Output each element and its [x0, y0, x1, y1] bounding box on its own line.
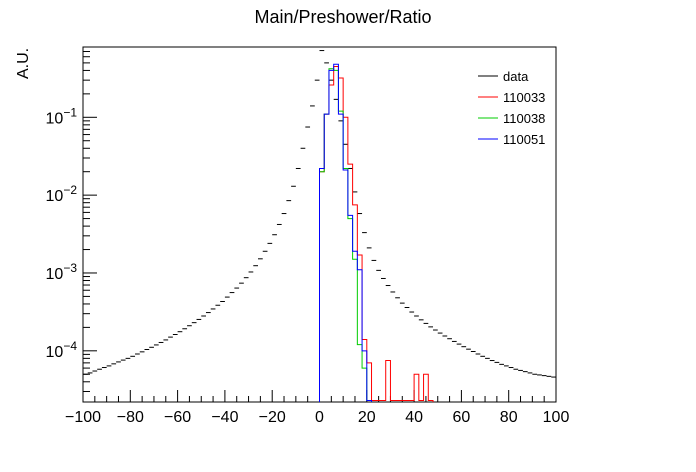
x-tick-label: 40 [405, 409, 423, 426]
x-tick-label: −100 [65, 409, 101, 426]
x-axis-tick-labels: −100 −80 −60 −40 −20 0 20 40 60 80 100 [65, 409, 569, 426]
x-tick-label: −20 [259, 409, 286, 426]
legend-label: 110038 [503, 111, 545, 126]
legend-label: data [503, 69, 529, 84]
y-tick-label: 10−1 [46, 105, 78, 127]
x-tick-label: 0 [315, 409, 324, 426]
mc-histograms [319, 63, 434, 402]
chart-title: Main/Preshower/Ratio [254, 7, 431, 27]
x-tick-label: −80 [117, 409, 144, 426]
y-axis-tick-labels: 10−1 10−2 10−3 10−4 [46, 105, 78, 361]
x-tick-label: 100 [543, 409, 570, 426]
y-axis-ticks [83, 46, 97, 393]
legend: data 110033 110038 110051 [478, 69, 545, 147]
x-axis-ticks [82, 390, 557, 402]
x-tick-label: 20 [358, 409, 376, 426]
y-tick-label: 10−4 [46, 339, 78, 361]
legend-label: 110051 [503, 132, 545, 147]
histogram-110038 [319, 68, 373, 402]
data-series-marks [83, 50, 556, 378]
histogram-110033 [319, 65, 434, 402]
y-tick-label: 10−3 [46, 261, 78, 283]
y-tick-label: 10−2 [46, 183, 78, 205]
y-axis-label: A.U. [15, 48, 32, 79]
x-tick-label: 60 [453, 409, 471, 426]
histogram-110051 [319, 63, 373, 402]
x-tick-label: 80 [500, 409, 518, 426]
x-tick-label: −60 [164, 409, 191, 426]
x-tick-label: −40 [211, 409, 238, 426]
legend-label: 110033 [503, 90, 545, 105]
